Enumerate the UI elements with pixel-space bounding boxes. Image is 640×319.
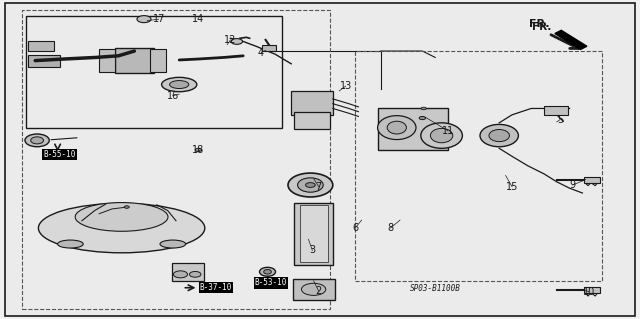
Ellipse shape: [195, 148, 202, 152]
Bar: [115, 48, 154, 73]
Text: 18: 18: [192, 145, 205, 155]
Ellipse shape: [38, 204, 205, 253]
Bar: [22, 10, 330, 309]
Bar: [300, 205, 328, 262]
Ellipse shape: [58, 240, 83, 248]
Text: B-37-10: B-37-10: [200, 283, 232, 292]
Text: 12: 12: [224, 35, 237, 45]
Ellipse shape: [288, 173, 333, 197]
Ellipse shape: [489, 130, 509, 142]
Ellipse shape: [387, 121, 406, 134]
Ellipse shape: [264, 270, 271, 274]
Bar: [26, 16, 282, 128]
Ellipse shape: [419, 116, 426, 120]
Bar: [150, 49, 166, 72]
Text: 14: 14: [192, 14, 205, 24]
Text: 4: 4: [258, 48, 264, 58]
Bar: [293, 279, 335, 300]
Ellipse shape: [301, 283, 326, 295]
Text: B-53-10: B-53-10: [255, 278, 287, 287]
Bar: [262, 45, 276, 51]
Text: FR.: FR.: [529, 19, 549, 29]
Text: B-55-10: B-55-10: [44, 150, 76, 159]
Text: 5: 5: [557, 115, 563, 125]
Text: 2: 2: [316, 286, 322, 296]
Ellipse shape: [170, 80, 189, 89]
Bar: [99, 49, 115, 72]
Ellipse shape: [260, 267, 275, 276]
Text: 7: 7: [316, 182, 322, 192]
Ellipse shape: [430, 129, 453, 143]
Ellipse shape: [421, 123, 462, 148]
Ellipse shape: [378, 116, 416, 140]
Bar: [28, 55, 60, 67]
Text: 6: 6: [352, 223, 358, 233]
Bar: [378, 108, 448, 150]
Bar: [584, 177, 600, 183]
Text: 17: 17: [152, 14, 165, 24]
Ellipse shape: [124, 206, 129, 208]
Text: 8: 8: [387, 223, 394, 233]
Text: 3: 3: [309, 245, 316, 256]
Ellipse shape: [76, 203, 168, 231]
Polygon shape: [555, 30, 587, 49]
Ellipse shape: [25, 134, 49, 147]
Ellipse shape: [173, 271, 188, 278]
Ellipse shape: [137, 16, 151, 23]
Ellipse shape: [162, 77, 197, 92]
Text: 15: 15: [506, 182, 518, 192]
Ellipse shape: [480, 124, 518, 147]
Text: FR.: FR.: [532, 22, 552, 32]
Bar: [294, 203, 333, 265]
Bar: [172, 263, 204, 281]
Text: SP03-B1100B: SP03-B1100B: [410, 284, 460, 293]
Ellipse shape: [421, 107, 426, 110]
Ellipse shape: [31, 137, 44, 144]
Text: 16: 16: [166, 91, 179, 101]
Bar: [584, 287, 600, 293]
Ellipse shape: [160, 240, 186, 248]
Text: 9: 9: [570, 180, 576, 190]
Ellipse shape: [305, 182, 315, 188]
Bar: [28, 41, 54, 51]
Ellipse shape: [189, 271, 201, 277]
Bar: [544, 106, 568, 115]
Text: 10: 10: [582, 287, 595, 297]
Bar: [291, 91, 333, 115]
Ellipse shape: [298, 178, 323, 192]
Ellipse shape: [231, 39, 243, 44]
Bar: [355, 51, 602, 281]
Text: 13: 13: [339, 81, 352, 91]
Text: 11: 11: [442, 126, 454, 136]
Bar: [294, 112, 330, 129]
